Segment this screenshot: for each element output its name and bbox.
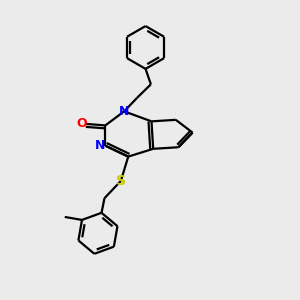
Text: N: N — [95, 139, 105, 152]
Text: S: S — [116, 174, 126, 188]
Text: O: O — [76, 117, 87, 130]
Text: N: N — [119, 105, 129, 118]
